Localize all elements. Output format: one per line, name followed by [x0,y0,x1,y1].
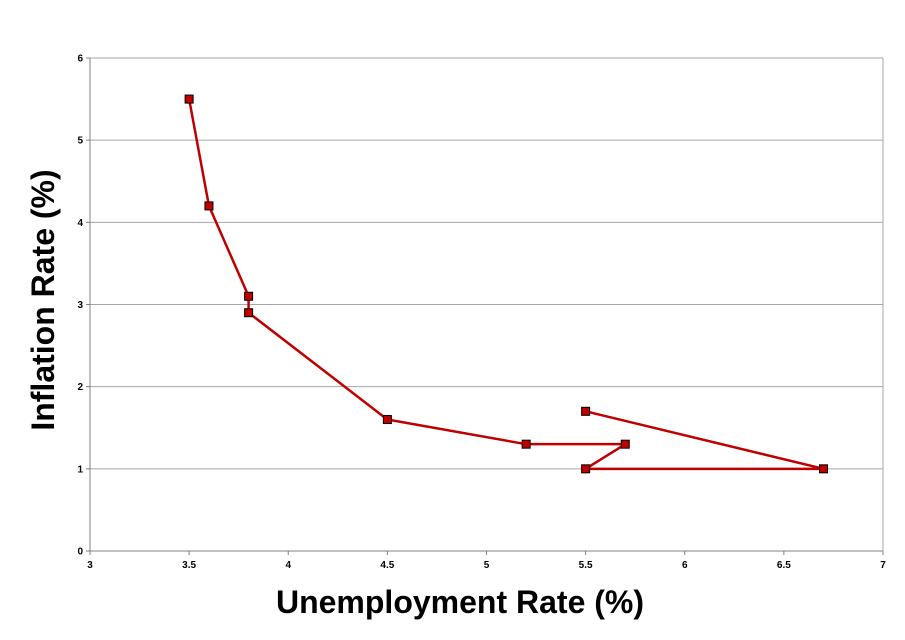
x-tick-label: 3.5 [182,560,196,571]
y-tick-label: 4 [77,218,83,229]
data-point-marker [184,94,194,104]
series-layer [184,94,829,474]
data-point-marker [244,291,254,301]
data-point-marker [620,439,630,449]
x-tick-label: 5 [484,560,490,571]
data-point-marker [204,201,214,211]
data-point-marker [521,439,531,449]
x-tick-label: 6 [682,560,688,571]
x-tick-label: 4 [285,560,291,571]
y-tick-label: 5 [77,136,83,147]
x-tick-label: 4.5 [380,560,394,571]
y-tick-label: 0 [77,547,83,558]
y-tick-label: 2 [77,382,83,393]
x-tick-label: 3 [87,560,93,571]
axes [86,57,884,555]
x-tick-label: 7 [880,560,886,571]
y-axis-title: Inflation Rate (%) [25,169,61,430]
series-line [187,98,825,471]
data-point-marker [382,415,392,425]
data-point-marker [819,464,829,474]
y-tick-label: 3 [77,300,83,311]
y-tick-label: 6 [77,54,83,65]
x-tick-label: 6.5 [777,560,791,571]
data-point-marker [581,406,591,416]
y-tick-label: 1 [77,464,83,475]
data-point-marker [581,464,591,474]
data-point-marker [244,308,254,318]
x-tick-label: 5.5 [579,560,593,571]
x-axis-title: Unemployment Rate (%) [276,584,644,620]
tick-labels: 0 1 2 3 4 5 6 3 3.5 4 4.5 5 5.5 6 6.5 7 [77,54,886,572]
